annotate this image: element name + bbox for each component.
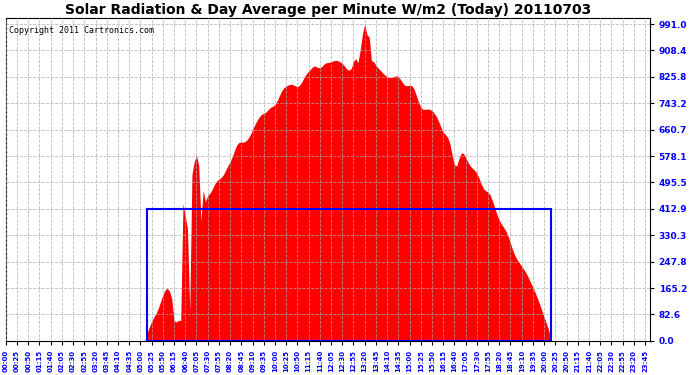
Title: Solar Radiation & Day Average per Minute W/m2 (Today) 20110703: Solar Radiation & Day Average per Minute… [65,3,591,17]
Text: Copyright 2011 Cartronics.com: Copyright 2011 Cartronics.com [9,26,154,35]
Bar [147,209,551,341]
